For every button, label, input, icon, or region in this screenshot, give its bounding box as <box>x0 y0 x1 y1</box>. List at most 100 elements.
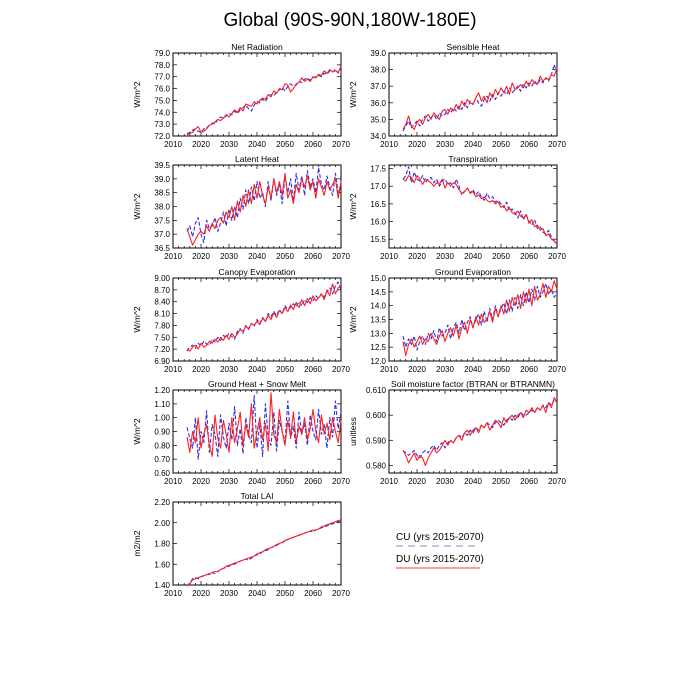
y-axis-label: W/m^2 <box>348 193 358 219</box>
x-tick-label: 2060 <box>520 365 538 374</box>
x-tick-label: 2050 <box>492 365 510 374</box>
y-tick-label: 7.20 <box>154 345 170 354</box>
x-tick-label: 2040 <box>248 589 266 598</box>
x-tick-label: 2020 <box>192 365 210 374</box>
legend-swatch-du <box>396 567 480 569</box>
y-tick-label: 2.00 <box>154 519 170 528</box>
x-tick-label: 2040 <box>464 365 482 374</box>
y-tick-label: 34.0 <box>370 132 386 141</box>
series-line-cu <box>402 166 558 245</box>
y-tick-label: 1.10 <box>154 400 170 409</box>
series-line-cu <box>186 65 342 135</box>
x-tick-label: 2060 <box>304 252 322 261</box>
x-tick-label: 2030 <box>220 140 238 149</box>
chart-title: Ground Evaporation <box>435 267 511 277</box>
plot-frame <box>388 52 558 137</box>
series-line-du <box>402 175 558 245</box>
y-tick-label: 38.5 <box>154 189 170 198</box>
y-tick-label: 74.0 <box>154 108 170 117</box>
series-line-du <box>186 392 342 457</box>
y-tick-label: 17.5 <box>370 165 386 174</box>
y-tick-label: 36.0 <box>370 99 386 108</box>
series-line-cu <box>186 281 342 352</box>
x-tick-label: 2050 <box>276 477 294 486</box>
y-tick-label: 36.5 <box>154 244 170 253</box>
series-line-du <box>402 396 558 467</box>
chart-title: Ground Heat + Snow Melt <box>208 379 307 389</box>
x-tick-label: 2070 <box>332 589 350 598</box>
x-tick-label: 2030 <box>436 365 454 374</box>
x-tick-label: 2010 <box>380 252 398 261</box>
plot-frame <box>172 52 342 137</box>
chart-title: Sensible Heat <box>447 42 501 52</box>
y-tick-label: 9.00 <box>154 274 170 283</box>
y-tick-label: 14.5 <box>370 288 386 297</box>
chart-title: Transpiration <box>448 154 498 164</box>
y-tick-label: 0.80 <box>154 441 170 450</box>
x-tick-label: 2060 <box>520 477 538 486</box>
y-tick-label: 0.580 <box>366 461 387 470</box>
y-tick-label: 1.80 <box>154 540 170 549</box>
x-tick-label: 2040 <box>248 477 266 486</box>
x-tick-label: 2020 <box>408 477 426 486</box>
x-tick-label: 2070 <box>332 252 350 261</box>
x-tick-label: 2030 <box>220 477 238 486</box>
y-tick-label: 8.70 <box>154 286 170 295</box>
x-tick-label: 2050 <box>276 252 294 261</box>
series-line-du <box>186 66 342 136</box>
x-tick-label: 2030 <box>436 252 454 261</box>
x-tick-label: 2050 <box>492 140 510 149</box>
x-tick-label: 2060 <box>520 140 538 149</box>
legend-label-du: DU (yrs 2015-2070) <box>396 554 484 565</box>
y-tick-label: 38.0 <box>370 66 386 75</box>
plot-frame <box>388 164 558 249</box>
plot-frame <box>172 164 342 249</box>
x-tick-label: 2070 <box>332 477 350 486</box>
y-tick-label: 0.610 <box>366 386 387 395</box>
y-tick-label: 0.60 <box>154 469 170 478</box>
chart-panel-4: Canopy Evaporation W/m^2 2010 2020 2030 2040 2… <box>132 267 350 374</box>
y-tick-label: 37.0 <box>154 230 170 239</box>
series-line-cu <box>402 282 558 351</box>
series-line-du <box>186 283 342 352</box>
y-tick-label: 37.0 <box>370 82 386 91</box>
x-tick-label: 2040 <box>464 252 482 261</box>
x-tick-label: 2060 <box>304 140 322 149</box>
x-tick-label: 2020 <box>192 477 210 486</box>
y-tick-label: 16.0 <box>370 218 386 227</box>
series-line-cu <box>186 167 342 244</box>
x-tick-label: 2070 <box>548 365 566 374</box>
y-tick-label: 7.80 <box>154 321 170 330</box>
chart-panel-1: Sensible Heat W/m^2 2010 2020 2030 2040 2050 20… <box>348 42 566 149</box>
x-tick-label: 2010 <box>380 477 398 486</box>
x-tick-label: 2020 <box>408 365 426 374</box>
y-tick-label: 0.70 <box>154 455 170 464</box>
x-tick-label: 2010 <box>164 140 182 149</box>
y-tick-label: 15.5 <box>370 235 386 244</box>
y-tick-label: 77.0 <box>154 73 170 82</box>
y-axis-label: W/m^2 <box>132 81 142 107</box>
y-axis-label: m2/m2 <box>132 530 142 556</box>
x-tick-label: 2070 <box>332 140 350 149</box>
y-tick-label: 1.00 <box>154 414 170 423</box>
plot-frame <box>388 389 558 474</box>
y-tick-label: 1.40 <box>154 581 170 590</box>
x-tick-label: 2030 <box>436 477 454 486</box>
x-tick-label: 2050 <box>492 252 510 261</box>
y-tick-label: 75.0 <box>154 96 170 105</box>
x-tick-label: 2030 <box>220 252 238 261</box>
series-line-cu <box>402 64 558 132</box>
x-tick-label: 2070 <box>548 477 566 486</box>
y-tick-label: 0.590 <box>366 436 387 445</box>
y-tick-label: 39.5 <box>154 161 170 170</box>
x-tick-label: 2020 <box>408 252 426 261</box>
y-tick-label: 12.5 <box>370 343 386 352</box>
y-tick-label: 37.5 <box>154 216 170 225</box>
x-tick-label: 2050 <box>276 365 294 374</box>
y-tick-label: 13.0 <box>370 329 386 338</box>
series-line-du <box>186 519 342 587</box>
x-tick-label: 2010 <box>380 140 398 149</box>
x-tick-label: 2040 <box>248 252 266 261</box>
x-tick-label: 2040 <box>464 477 482 486</box>
